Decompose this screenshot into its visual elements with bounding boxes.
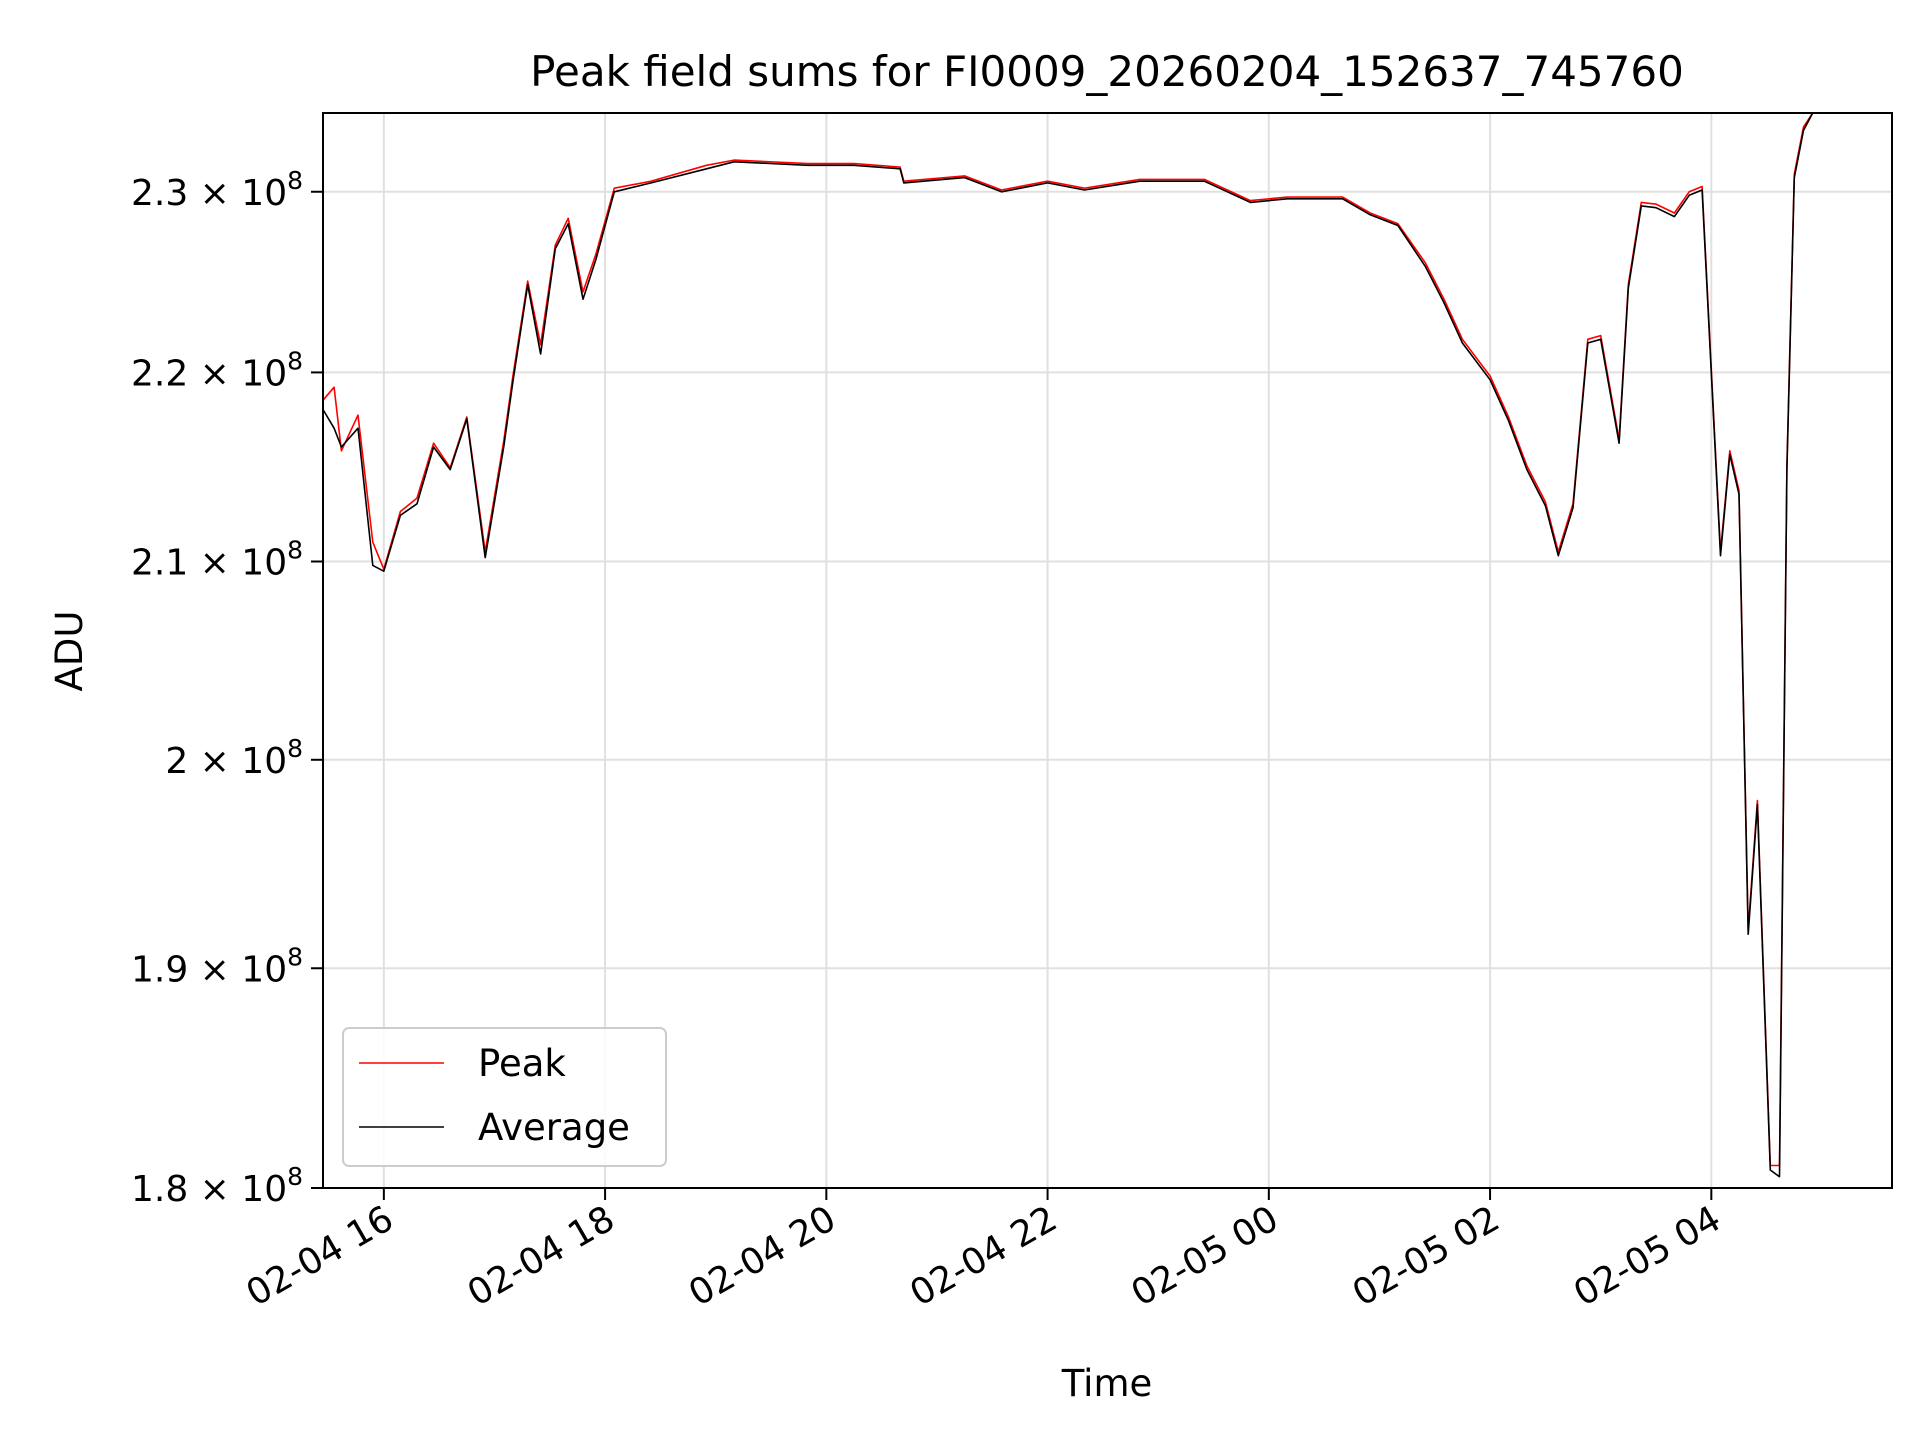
legend-label-peak: Peak	[478, 1042, 566, 1085]
series-line-peak	[322, 112, 1814, 1167]
y-tick-exponent: 8	[287, 535, 303, 564]
series-line-average	[322, 112, 1814, 1178]
y-tick-label: 1.9 × 108	[131, 942, 303, 990]
y-tick-mantissa: 2.1	[131, 542, 188, 583]
y-tick-mantissa: 2.3	[131, 173, 188, 214]
y-tick-label: 2.3 × 108	[131, 166, 303, 214]
y-tick-mantissa: 1.9	[131, 949, 188, 990]
y-tick-exponent: 8	[287, 734, 303, 763]
y-tick-mantissa: 2.2	[131, 353, 188, 394]
y-tick-mantissa: 2	[165, 741, 188, 782]
y-tick-times: × 10	[188, 1169, 287, 1210]
y-tick-times: × 10	[188, 949, 287, 990]
y-tick-times: × 10	[188, 353, 287, 394]
y-tick-times: × 10	[188, 173, 287, 214]
y-tick-label: 2.1 × 108	[131, 535, 303, 583]
y-tick-exponent: 8	[287, 1162, 303, 1191]
y-tick-times: × 10	[188, 741, 287, 782]
series-lines	[322, 112, 1814, 1178]
legend-label-average: Average	[478, 1106, 630, 1149]
chart-title: Peak field sums for FI0009_20260204_1526…	[530, 47, 1684, 96]
y-tick-times: × 10	[188, 542, 287, 583]
y-tick-label: 2.2 × 108	[131, 346, 303, 394]
y-axis-label: ADU	[48, 611, 91, 692]
y-tick-label: 2 × 108	[165, 734, 303, 782]
y-tick-exponent: 8	[287, 166, 303, 195]
y-tick-label: 1.8 × 108	[131, 1162, 303, 1210]
grid	[323, 113, 1892, 1189]
legend: Peak Average	[342, 1027, 667, 1167]
y-tick-mantissa: 1.8	[131, 1169, 188, 1210]
x-axis-label: Time	[1061, 1362, 1153, 1405]
y-tick-exponent: 8	[287, 346, 303, 375]
plot-frame	[322, 112, 1893, 1189]
y-tick-exponent: 8	[287, 942, 303, 971]
